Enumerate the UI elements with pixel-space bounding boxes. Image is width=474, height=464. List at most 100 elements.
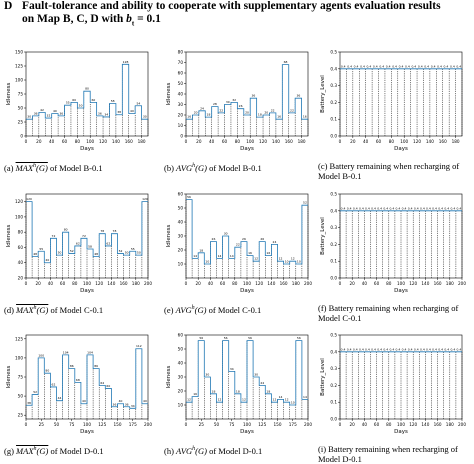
- section-heading: D Fault-tolerance and ability to cooperat…: [4, 0, 470, 30]
- line-chart: 10 20 30 40 50 60 0 20 40 60 80 100 120 140 160 180 200 D…: [166, 192, 312, 295]
- y-tick-label: 40: [178, 92, 184, 97]
- data-label: 0.4: [450, 64, 455, 68]
- section-title-sub: t: [131, 19, 135, 28]
- line-chart: 0.0 0.1 0.2 0.3 0.4 0.5 0 20 40 60 80 100 120 140 160 1…: [320, 192, 466, 295]
- y-tick-label: 150: [15, 50, 23, 55]
- x-tick-label: 200: [458, 281, 466, 286]
- y-tick-label: 80: [178, 50, 184, 55]
- panel-caption: (i) Battery remaining when recharging of…: [318, 444, 468, 464]
- data-label: 26: [212, 237, 216, 241]
- data-label: 36: [98, 111, 102, 115]
- data-label: 0.4: [414, 347, 419, 351]
- x-tick-label: 80: [235, 139, 241, 144]
- y-tick-label: 125: [15, 64, 23, 69]
- y-tick-label: 30: [178, 375, 184, 380]
- x-tick-label: 200: [144, 422, 152, 427]
- data-label: 18: [199, 248, 203, 252]
- x-tick-label: 100: [86, 139, 94, 144]
- x-tick-label: 50: [54, 422, 60, 427]
- data-label: 0.4: [347, 347, 352, 351]
- data-label: 18: [207, 113, 211, 117]
- data-label: 55: [131, 247, 135, 251]
- y-axis-label: Idleness: [166, 366, 172, 389]
- data-label: 34: [131, 404, 135, 408]
- data-label: 50: [58, 251, 62, 255]
- x-tick-label: 100: [83, 281, 91, 286]
- section-title-line2: on Map B, C, D with bt = 0.1: [4, 13, 470, 30]
- data-label: 12: [273, 398, 277, 402]
- panel-caption: (d) MAXh(G) of Model C-0.1: [4, 303, 154, 315]
- data-label: 0.4: [383, 206, 388, 210]
- y-tick-label: 0.2: [330, 100, 337, 105]
- panel-caption: (c) Battery remaining when recharging of…: [318, 161, 468, 181]
- y-tick-label: 100: [15, 355, 23, 360]
- x-tick-label: 180: [138, 139, 146, 144]
- data-label: 20: [264, 111, 268, 115]
- x-tick-label: 20: [196, 281, 202, 286]
- data-label: 40: [130, 109, 134, 113]
- y-axis-label: Idleness: [6, 83, 12, 106]
- y-tick-label: 0.3: [330, 366, 337, 371]
- data-label: 56: [297, 336, 301, 340]
- x-tick-label: 0: [339, 139, 342, 144]
- y-tick-label: 60: [178, 333, 184, 338]
- y-tick-label: 0.5: [330, 333, 337, 338]
- data-label: 0.4: [402, 206, 407, 210]
- caption-sup: h: [33, 305, 37, 311]
- data-label: 10: [285, 260, 289, 264]
- y-tick-label: 10: [178, 123, 184, 128]
- y-tick-label: 0.1: [330, 400, 337, 405]
- y-axis-label: Idleness: [6, 366, 12, 389]
- x-axis-label: Days: [394, 288, 408, 294]
- data-label: 0.4: [438, 206, 443, 210]
- x-tick-label: 0: [185, 281, 188, 286]
- x-tick-label: 0: [25, 422, 28, 427]
- x-tick-label: 160: [439, 139, 447, 144]
- data-label: 0.4: [341, 206, 346, 210]
- data-label: 0.4: [341, 347, 346, 351]
- data-label: 80: [64, 228, 68, 232]
- y-tick-label: 25: [18, 120, 24, 125]
- series-line: [186, 64, 308, 120]
- data-label: 30: [226, 100, 230, 104]
- data-label: 60: [106, 384, 110, 388]
- data-label: 68: [76, 378, 80, 382]
- panel-caption: (f) Battery remaining when recharging of…: [318, 303, 468, 323]
- data-label: 12: [242, 398, 246, 402]
- plot-frame: [185, 51, 309, 137]
- figure-panel: 25 50 75 100 125 0 25 50 75 100 125 150 175 200 Days Id…: [4, 327, 154, 456]
- data-label: 112: [136, 344, 142, 348]
- y-tick-label: 0.0: [330, 134, 337, 139]
- data-label: 0.4: [389, 206, 394, 210]
- data-label: 28: [213, 102, 217, 106]
- y-axis-label: Idleness: [6, 225, 12, 248]
- data-label: 72: [52, 234, 56, 238]
- x-tick-label: 80: [72, 281, 78, 286]
- data-label: 60: [92, 98, 96, 102]
- data-label: 0.4: [420, 347, 425, 351]
- x-tick-label: 140: [426, 139, 434, 144]
- x-tick-label: 160: [280, 281, 288, 286]
- data-label: 62: [52, 382, 56, 386]
- y-axis-label: Battery_Level: [320, 358, 326, 396]
- data-label: 14: [303, 395, 307, 399]
- y-tick-label: 50: [18, 106, 24, 111]
- x-tick-label: 100: [397, 422, 405, 427]
- data-label: 14: [279, 395, 283, 399]
- data-label: 30: [254, 373, 258, 377]
- y-tick-label: 120: [15, 199, 23, 204]
- y-tick-label: 60: [178, 192, 184, 197]
- x-tick-label: 100: [400, 139, 408, 144]
- data-label: 52: [70, 249, 74, 253]
- data-label: 38: [27, 401, 31, 405]
- data-label: 0.4: [420, 206, 425, 210]
- x-tick-label: 20: [350, 422, 356, 427]
- data-label: 36: [59, 111, 63, 115]
- data-label: 58: [111, 99, 115, 103]
- data-label: 0.4: [359, 347, 364, 351]
- data-label: 0.4: [424, 64, 429, 68]
- x-axis-label: Days: [240, 146, 254, 152]
- caption-math: AVGh(G): [176, 162, 207, 173]
- x-tick-label: 180: [446, 422, 454, 427]
- x-tick-label: 160: [120, 281, 128, 286]
